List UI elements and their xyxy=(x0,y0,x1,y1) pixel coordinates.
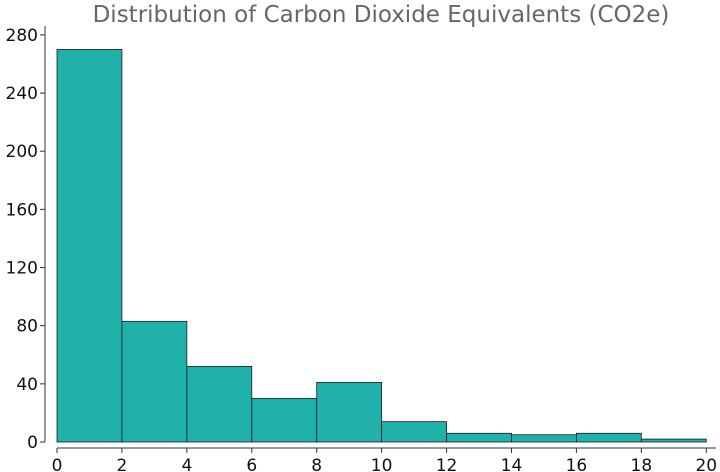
x-axis-ticks: 0 2 4 6 8 10 12 14 16 18 20 xyxy=(52,448,717,472)
x-tick-label: 20 xyxy=(695,456,717,472)
histogram-bar xyxy=(56,49,123,443)
x-tick-label: 6 xyxy=(246,456,257,472)
x-tick-label: 8 xyxy=(311,456,322,472)
y-tick-label: 40 xyxy=(16,375,38,395)
histogram-bar xyxy=(640,438,707,443)
histogram-bar xyxy=(446,432,512,443)
y-tick-label: 240 xyxy=(6,84,38,104)
histogram-bar xyxy=(251,397,318,443)
x-tick-label: 4 xyxy=(181,456,192,472)
histogram-bar xyxy=(121,320,188,443)
y-axis-ticks: 0 40 80 120 160 200 240 280 xyxy=(6,26,45,453)
histogram-bar xyxy=(576,432,642,443)
histogram-bar xyxy=(186,365,253,443)
y-tick-label: 120 xyxy=(6,259,38,279)
x-tick-label: 12 xyxy=(436,456,458,472)
histogram-bar xyxy=(381,421,447,443)
chart-title: Distribution of Carbon Dioxide Equivalen… xyxy=(93,2,670,28)
y-tick-label: 200 xyxy=(6,142,38,162)
bars-group xyxy=(56,49,707,443)
x-tick-label: 14 xyxy=(501,456,523,472)
y-tick-label: 160 xyxy=(6,200,38,220)
y-tick-label: 80 xyxy=(16,317,38,337)
y-tick-label: 280 xyxy=(6,26,38,46)
histogram-bar xyxy=(316,381,383,443)
axes-group xyxy=(44,26,716,449)
x-tick-label: 18 xyxy=(631,456,653,472)
x-tick-label: 10 xyxy=(371,456,393,472)
x-tick-label: 2 xyxy=(117,456,128,472)
x-tick-label: 0 xyxy=(52,456,63,472)
x-tick-label: 16 xyxy=(566,456,588,472)
y-tick-label: 0 xyxy=(27,433,38,453)
histogram-bar xyxy=(511,434,577,443)
